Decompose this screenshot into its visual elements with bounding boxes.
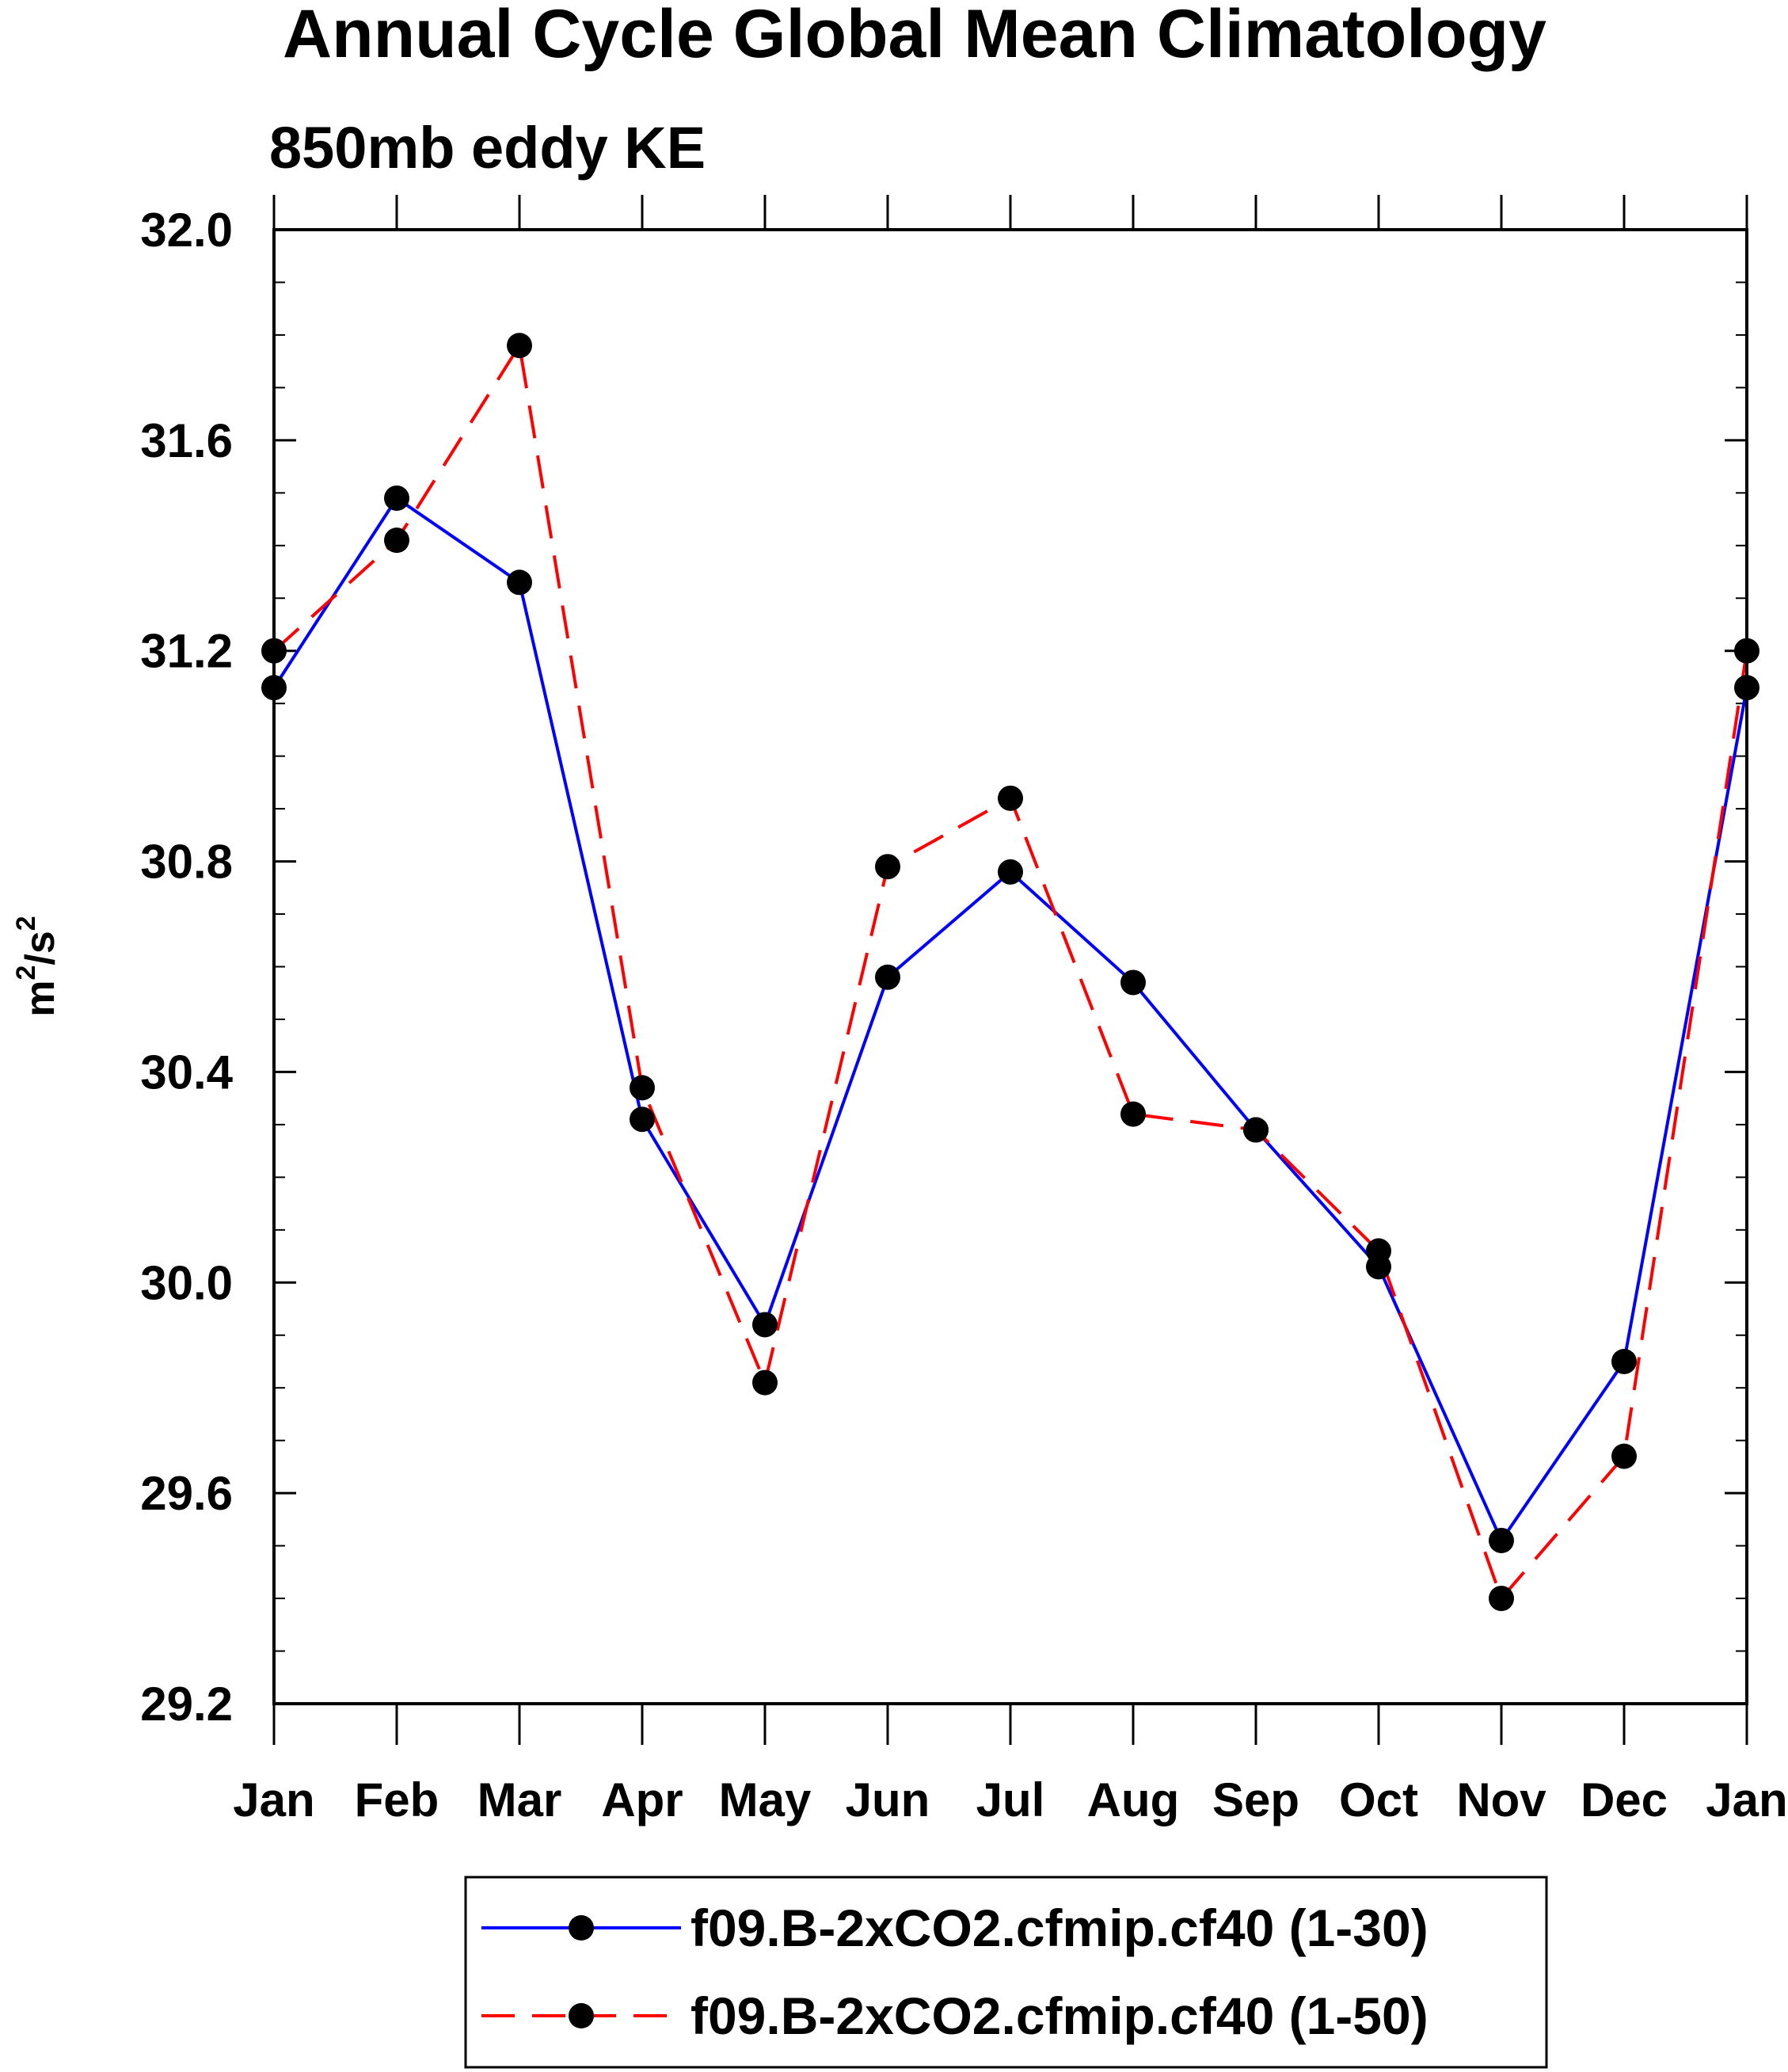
data-point bbox=[384, 485, 409, 511]
y-tick-label: 30.0 bbox=[140, 1256, 233, 1309]
data-point bbox=[998, 859, 1023, 885]
x-tick-label: May bbox=[719, 1773, 812, 1826]
minor-ticks bbox=[274, 281, 1747, 1652]
data-point bbox=[1120, 1101, 1146, 1127]
data-point bbox=[1489, 1586, 1514, 1612]
legend-marker bbox=[569, 2003, 594, 2028]
data-point bbox=[507, 569, 532, 596]
legend: f09.B-2xCO2.cfmip.cf40 (1-30) f09.B-2xCO… bbox=[464, 1876, 1548, 2069]
x-tick-label: Sep bbox=[1212, 1773, 1299, 1826]
y-tick-label: 29.6 bbox=[140, 1467, 233, 1520]
x-tick-label: Aug bbox=[1087, 1773, 1180, 1826]
data-point bbox=[1611, 1443, 1637, 1469]
y-tick-label: 30.4 bbox=[140, 1046, 233, 1099]
x-tick-label: Nov bbox=[1456, 1773, 1546, 1826]
data-point bbox=[752, 1312, 778, 1338]
data-point bbox=[1243, 1117, 1269, 1143]
legend-label: f09.B-2xCO2.cfmip.cf40 (1-30) bbox=[690, 1899, 1428, 1957]
data-point bbox=[875, 964, 900, 990]
y-label-sup2: 2 bbox=[11, 916, 41, 931]
chart-subtitle: 850mb eddy KE bbox=[269, 115, 706, 181]
data-point bbox=[630, 1106, 655, 1133]
data-point bbox=[384, 528, 409, 554]
series-line bbox=[272, 496, 1748, 1542]
x-tick-label: Feb bbox=[355, 1773, 439, 1826]
series-layer bbox=[272, 344, 1748, 1601]
chart-title: Annual Cycle Global Mean Climatology bbox=[283, 0, 1546, 72]
data-point bbox=[1611, 1348, 1637, 1374]
legend-label: f09.B-2xCO2.cfmip.cf40 (1-50) bbox=[690, 1986, 1428, 2045]
legend-marker bbox=[569, 1915, 594, 1941]
data-point bbox=[998, 785, 1023, 811]
y-tick-label: 31.6 bbox=[140, 414, 233, 467]
data-point bbox=[507, 333, 532, 359]
series-line bbox=[272, 344, 1748, 1601]
marker-layer bbox=[261, 333, 1759, 1612]
y-label-sup1: 2 bbox=[11, 966, 41, 981]
y-label-base1: m bbox=[17, 980, 63, 1016]
data-point bbox=[1120, 969, 1146, 996]
x-tick-label: Jun bbox=[846, 1773, 930, 1826]
y-axis-label: m2/s2 bbox=[11, 916, 63, 1016]
x-tick-label: Oct bbox=[1339, 1773, 1418, 1826]
plot-frame bbox=[272, 228, 1748, 1705]
x-tick-label: Apr bbox=[601, 1773, 683, 1826]
data-point bbox=[752, 1369, 778, 1396]
major-ticks bbox=[272, 195, 1748, 1745]
x-tick-labels: Jan Feb Mar Apr May Jun Jul Aug Sep Oct Nov Dec Jan bbox=[233, 1773, 1787, 1826]
data-point bbox=[1489, 1527, 1514, 1553]
y-label-sep: / bbox=[17, 954, 63, 965]
y-tick-labels: 29.2 29.6 30.0 30.4 30.8 31.2 31.6 32.0 bbox=[140, 204, 233, 1731]
y-label-base2: s bbox=[17, 931, 63, 954]
x-tick-label: Jan bbox=[233, 1773, 314, 1826]
y-tick-label: 31.2 bbox=[140, 625, 233, 678]
y-tick-label: 30.8 bbox=[140, 836, 233, 889]
data-point bbox=[875, 854, 900, 880]
legend-box bbox=[464, 1876, 1548, 2069]
y-tick-label: 29.2 bbox=[140, 1678, 233, 1731]
y-tick-label: 32.0 bbox=[140, 204, 233, 257]
x-tick-label: Mar bbox=[477, 1773, 562, 1826]
data-point bbox=[1366, 1238, 1391, 1264]
x-tick-label: Jan bbox=[1706, 1773, 1787, 1826]
x-tick-label: Dec bbox=[1581, 1773, 1668, 1826]
data-point bbox=[630, 1075, 655, 1101]
x-tick-label: Jul bbox=[976, 1773, 1045, 1826]
